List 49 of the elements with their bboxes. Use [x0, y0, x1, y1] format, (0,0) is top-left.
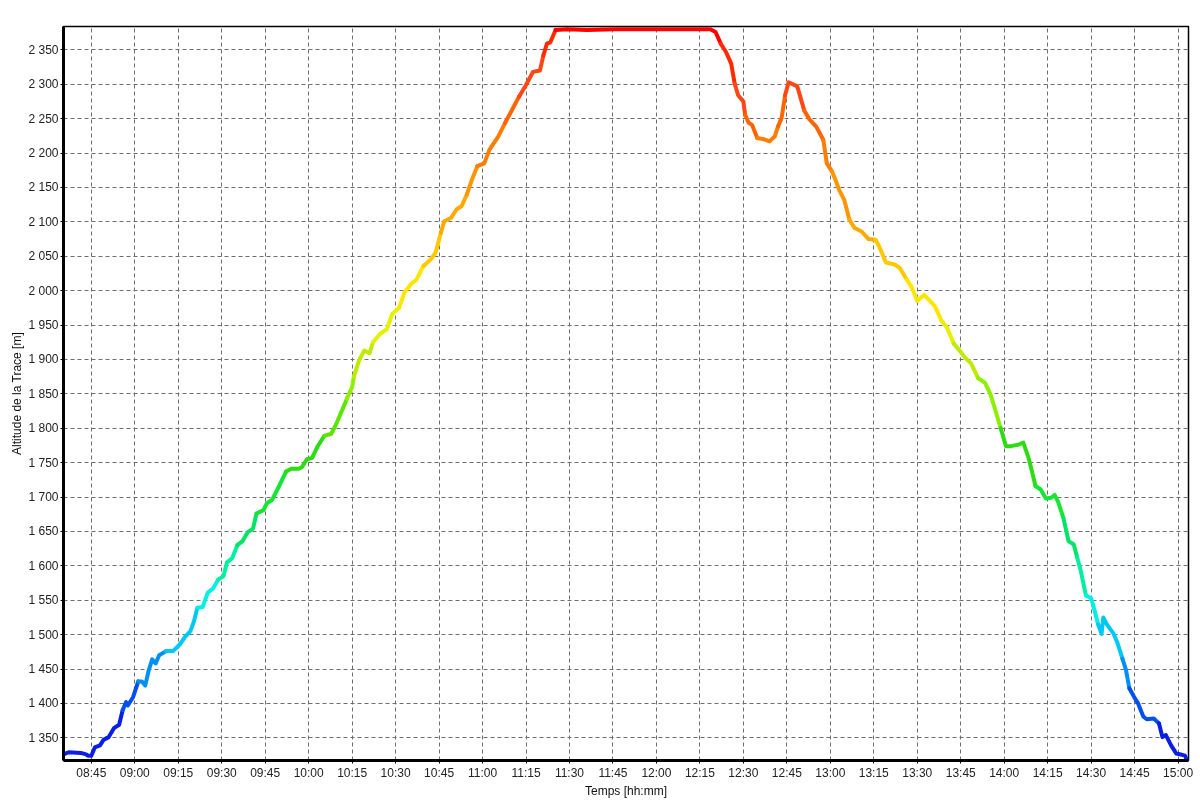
x-tick-label: 13:30: [902, 765, 933, 780]
x-tick-label: 12:15: [684, 765, 716, 780]
y-tick-label: 2 300: [28, 77, 59, 92]
y-tick-label: 2 250: [28, 111, 59, 126]
x-tick-label: 11:00: [467, 765, 498, 780]
y-tick-label: 1 650: [28, 524, 59, 539]
x-tick-label: 10:45: [424, 765, 455, 780]
y-tick-label: 1 550: [28, 593, 59, 608]
x-tick-label: 09:15: [163, 765, 194, 780]
y-tick-label: 1 900: [28, 352, 59, 367]
x-tick-label: 13:45: [945, 765, 977, 780]
y-tick-label: 1 950: [28, 318, 59, 333]
y-tick-label: 1 350: [28, 730, 59, 745]
x-axis-title: Temps [hh:mm]: [584, 783, 668, 798]
x-tick-label: 14:45: [1119, 765, 1150, 780]
y-tick-label: 1 400: [28, 696, 59, 711]
y-tick-label: 1 800: [28, 421, 59, 436]
x-tick-label: 11:30: [554, 765, 585, 780]
x-tick-label: 08:45: [76, 765, 107, 780]
y-tick-label: 1 500: [28, 627, 59, 642]
x-tick-label: 10:00: [293, 765, 325, 780]
x-tick-label: 11:15: [511, 765, 541, 780]
x-tick-label: 10:15: [337, 765, 368, 780]
x-tick-label: 12:30: [728, 765, 759, 780]
x-tick-label: 09:30: [206, 765, 238, 780]
y-tick-label: 2 200: [28, 146, 59, 161]
x-tick-label: 12:45: [771, 765, 803, 780]
x-tick-label: 09:45: [250, 765, 281, 780]
x-tick-label: 13:15: [858, 765, 890, 780]
x-tick-label: 11:45: [598, 765, 628, 780]
y-tick-label: 1 750: [28, 455, 59, 470]
y-tick-label: 2 050: [28, 249, 59, 264]
x-tick-label: 12:00: [641, 765, 672, 780]
y-tick-label: 1 450: [28, 662, 59, 677]
y-axis-title: Altitude de la Trace [m]: [10, 332, 25, 455]
x-tick-label: 15:00: [1163, 765, 1194, 780]
x-tick-label: 09:00: [119, 765, 151, 780]
y-tick-label: 2 000: [28, 283, 59, 298]
x-tick-label: 10:30: [380, 765, 411, 780]
x-tick-label: 13:00: [815, 765, 846, 780]
y-tick-label: 1 850: [28, 386, 59, 401]
x-tick-label: 14:30: [1076, 765, 1107, 780]
x-tick-label: 14:00: [989, 765, 1020, 780]
y-tick-label: 2 350: [28, 42, 59, 57]
y-tick-label: 1 700: [28, 490, 59, 505]
y-tick-label: 2 150: [28, 180, 59, 195]
x-tick-label: 14:15: [1032, 765, 1063, 780]
y-tick-label: 2 100: [28, 214, 59, 229]
y-tick-label: 1 600: [28, 558, 59, 573]
